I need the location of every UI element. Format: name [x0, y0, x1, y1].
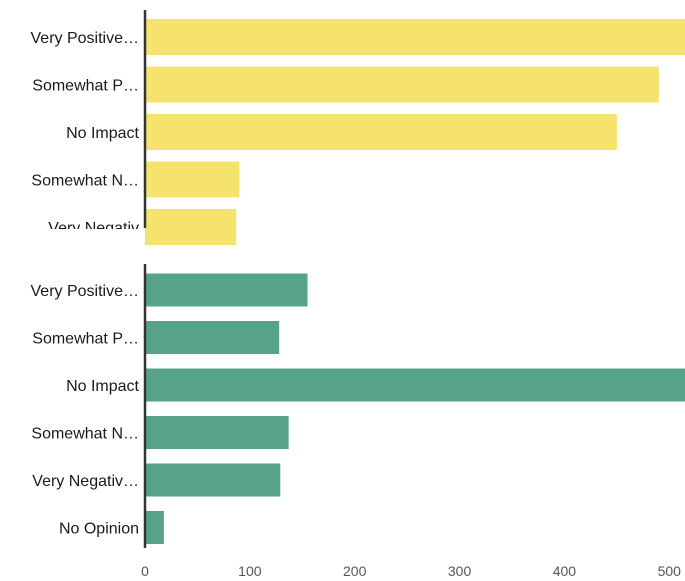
- category-label: Very Negativ…: [32, 473, 139, 490]
- category-label: No Impact: [66, 378, 139, 395]
- bar-1-1: [145, 321, 280, 354]
- bar-0-0: [145, 19, 685, 55]
- panel-clip: [0, 229, 144, 259]
- x-tick-label: 300: [448, 563, 472, 579]
- chart-panel-yellow: Very Positive… Somewhat P… No Impact Somewh…: [0, 10, 685, 259]
- x-tick-label: 200: [343, 563, 367, 579]
- x-tick-label: 0: [141, 563, 149, 579]
- category-label: Somewhat N…: [31, 426, 139, 443]
- bar-0-2: [145, 114, 617, 150]
- bar-1-2: [145, 368, 685, 402]
- bar-1-5: [145, 511, 164, 544]
- category-label: Somewhat N…: [31, 173, 139, 190]
- category-label: No Opinion: [59, 521, 139, 538]
- category-label: Very Positive…: [31, 283, 139, 300]
- x-tick-label: 100: [238, 563, 262, 579]
- category-label: Somewhat P…: [32, 331, 139, 348]
- x-tick-label: 400: [553, 563, 577, 579]
- category-label: Very Positive…: [31, 30, 139, 47]
- chart-panel-green: Very Positive… Somewhat P… No Impact Somewh…: [31, 264, 685, 548]
- bar-0-3: [145, 161, 240, 198]
- x-axis: 0 100 200 300 400 500: [141, 563, 681, 579]
- bar-1-4: [145, 463, 281, 497]
- bar-0-1: [145, 66, 659, 103]
- category-label: No Impact: [66, 125, 139, 142]
- bar-1-0: [145, 273, 308, 307]
- category-label: Somewhat P…: [32, 78, 139, 95]
- bar-1-3: [145, 416, 289, 449]
- x-tick-label: 500: [658, 563, 682, 579]
- bar-0-4: [145, 209, 237, 245]
